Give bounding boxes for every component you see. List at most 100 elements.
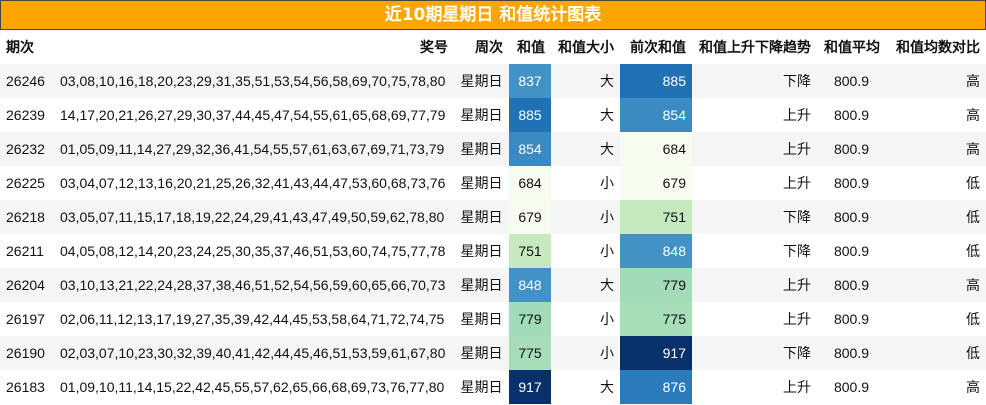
weekday-cell: 星期日 [460, 380, 503, 396]
compare-cell: 低 [966, 312, 980, 328]
avg-cell: 800.9 [833, 175, 870, 191]
weekday-cell: 星期日 [460, 210, 503, 226]
prev-sum-cell: 751 [620, 200, 692, 234]
sum-cell: 885 [509, 98, 551, 132]
sum-size-cell: 小 [600, 210, 614, 226]
sum-size-cell: 小 [600, 176, 614, 192]
compare-cell: 低 [966, 244, 980, 260]
trend-cell: 下降 [783, 244, 811, 260]
numbers-cell: 04,05,08,12,14,20,23,24,25,30,35,37,46,5… [60, 243, 446, 259]
col-header-avg: 和值平均 [824, 40, 880, 56]
sum-cell: 679 [509, 200, 551, 234]
table-title: 近10期星期日 和值统计图表 [0, 0, 986, 30]
numbers-cell: 02,06,11,12,13,17,19,27,35,39,42,44,45,5… [60, 311, 445, 327]
table-row: 26218 03,05,07,11,15,17,18,19,22,24,29,41… [0, 200, 986, 234]
sum-size-cell: 小 [600, 244, 614, 260]
issue-cell: 26218 [6, 209, 45, 225]
prev-sum-cell: 848 [620, 234, 692, 268]
issue-cell: 26197 [6, 311, 45, 327]
col-header-numbers: 奖号 [420, 40, 448, 56]
numbers-cell: 02,03,07,10,23,30,32,39,40,41,42,44,45,4… [60, 345, 446, 361]
prev-sum-cell: 885 [620, 64, 692, 98]
sum-cell: 775 [509, 336, 551, 370]
issue-cell: 26190 [6, 345, 45, 361]
avg-cell: 800.9 [833, 209, 870, 225]
col-header-sum-size: 和值大小 [558, 40, 614, 56]
trend-cell: 下降 [783, 74, 811, 90]
issue-cell: 26204 [6, 277, 45, 293]
sum-size-cell: 小 [600, 346, 614, 362]
avg-cell: 800.9 [833, 379, 870, 395]
sum-cell: 848 [509, 268, 551, 302]
col-header-trend: 和值上升下降趋势 [699, 40, 811, 56]
avg-cell: 800.9 [833, 73, 870, 89]
issue-cell: 26239 [6, 107, 45, 123]
weekday-cell: 星期日 [460, 176, 503, 192]
numbers-cell: 03,10,13,21,22,24,28,37,38,46,51,52,54,5… [60, 277, 446, 293]
prev-sum-cell: 779 [620, 268, 692, 302]
avg-cell: 800.9 [833, 107, 870, 123]
compare-cell: 高 [966, 74, 980, 90]
issue-cell: 26232 [6, 141, 45, 157]
trend-cell: 上升 [783, 142, 811, 158]
sum-size-cell: 大 [600, 142, 614, 158]
table-row: 26239 14,17,20,21,26,27,29,30,37,44,45,47… [0, 98, 986, 132]
table-body: 26246 03,08,10,16,18,20,23,29,31,35,51,53… [0, 64, 986, 404]
compare-cell: 高 [966, 380, 980, 396]
numbers-cell: 03,05,07,11,15,17,18,19,22,24,29,41,43,4… [60, 209, 445, 225]
trend-cell: 下降 [783, 210, 811, 226]
compare-cell: 高 [966, 142, 980, 158]
prev-sum-cell: 876 [620, 370, 692, 404]
table-row: 26190 02,03,07,10,23,30,32,39,40,41,42,44… [0, 336, 986, 370]
weekday-cell: 星期日 [460, 108, 503, 124]
weekday-cell: 星期日 [460, 244, 503, 260]
table-row: 26183 01,09,10,11,14,15,22,42,45,55,57,62… [0, 370, 986, 404]
compare-cell: 高 [966, 278, 980, 294]
sum-cell: 837 [509, 64, 551, 98]
weekday-cell: 星期日 [460, 278, 503, 294]
issue-cell: 26211 [6, 243, 44, 259]
avg-cell: 800.9 [833, 277, 870, 293]
prev-sum-cell: 679 [620, 166, 692, 200]
sum-size-cell: 小 [600, 312, 614, 328]
table-row: 26225 03,04,07,12,13,16,20,21,25,26,32,41… [0, 166, 986, 200]
table-row: 26204 03,10,13,21,22,24,28,37,38,46,51,52… [0, 268, 986, 302]
avg-cell: 800.9 [833, 311, 870, 327]
sum-size-cell: 大 [600, 278, 614, 294]
trend-cell: 下降 [783, 346, 811, 362]
weekday-cell: 星期日 [460, 312, 503, 328]
issue-cell: 26225 [6, 175, 45, 191]
issue-cell: 26246 [6, 73, 45, 89]
numbers-cell: 03,04,07,12,13,16,20,21,25,26,32,41,43,4… [60, 175, 446, 191]
prev-sum-cell: 917 [620, 336, 692, 370]
sum-size-cell: 大 [600, 108, 614, 124]
prev-sum-cell: 775 [620, 302, 692, 336]
sum-cell: 917 [509, 370, 551, 404]
col-header-compare: 和值均数对比 [896, 40, 980, 56]
weekday-cell: 星期日 [460, 74, 503, 90]
numbers-cell: 14,17,20,21,26,27,29,30,37,44,45,47,54,5… [60, 107, 446, 123]
weekday-cell: 星期日 [460, 346, 503, 362]
compare-cell: 低 [966, 210, 980, 226]
trend-cell: 上升 [783, 380, 811, 396]
trend-cell: 上升 [783, 312, 811, 328]
sum-size-cell: 大 [600, 74, 614, 90]
sum-size-cell: 大 [600, 380, 614, 396]
table-row: 26211 04,05,08,12,14,20,23,24,25,30,35,37… [0, 234, 986, 268]
prev-sum-cell: 854 [620, 98, 692, 132]
trend-cell: 上升 [783, 176, 811, 192]
sum-cell: 751 [509, 234, 551, 268]
table-row: 26197 02,06,11,12,13,17,19,27,35,39,42,44… [0, 302, 986, 336]
issue-cell: 26183 [6, 379, 45, 395]
numbers-cell: 01,09,10,11,14,15,22,42,45,55,57,62,65,6… [60, 379, 445, 395]
col-header-weekday: 周次 [475, 40, 503, 56]
col-header-prev-sum: 前次和值 [630, 40, 686, 56]
sum-cell: 684 [509, 166, 551, 200]
table-row: 26232 01,05,09,11,14,27,29,32,36,41,54,55… [0, 132, 986, 166]
sum-cell: 854 [509, 132, 551, 166]
numbers-cell: 03,08,10,16,18,20,23,29,31,35,51,53,54,5… [60, 73, 446, 89]
sum-cell: 779 [509, 302, 551, 336]
table-row: 26246 03,08,10,16,18,20,23,29,31,35,51,53… [0, 64, 986, 98]
compare-cell: 高 [966, 108, 980, 124]
avg-cell: 800.9 [833, 243, 870, 259]
